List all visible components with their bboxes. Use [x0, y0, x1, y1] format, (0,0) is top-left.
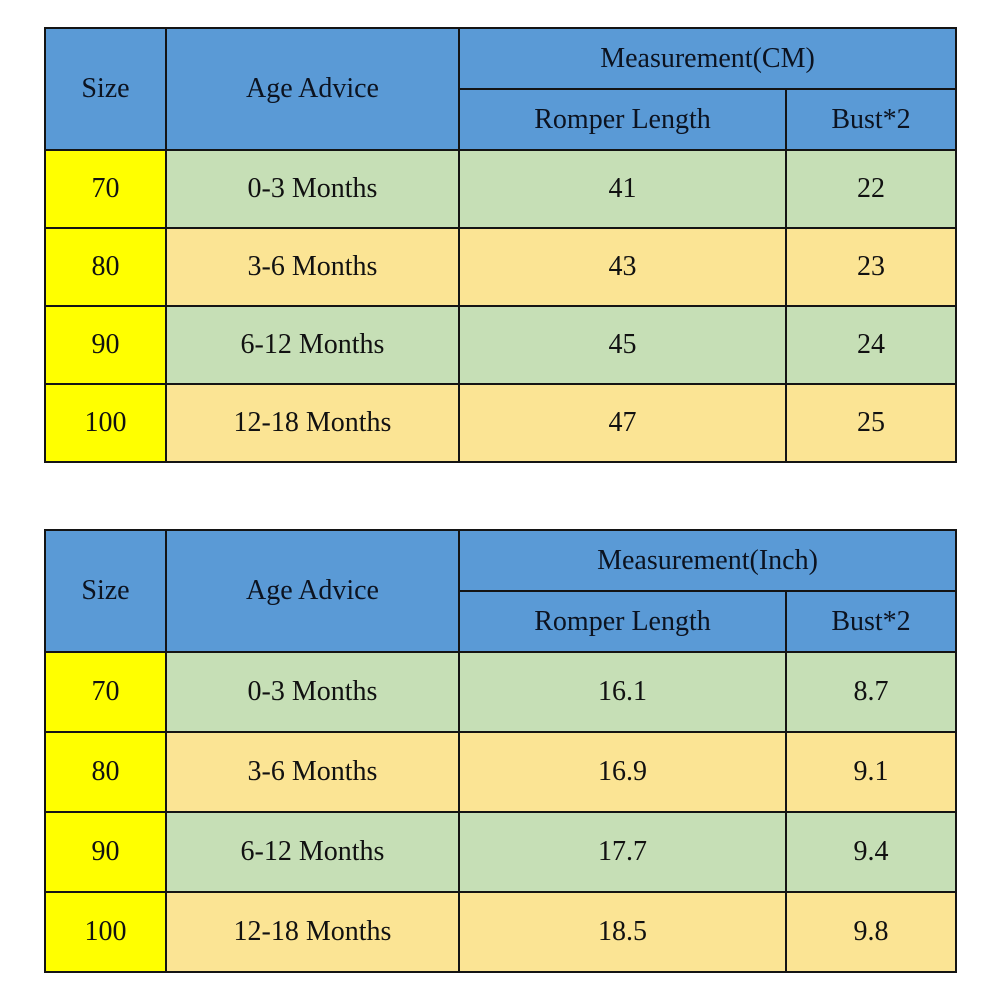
measurement-cm-header-cell: Measurement(CM)	[457, 27, 958, 90]
romper-length-cell: 41	[458, 149, 787, 229]
measurement-inch-header-cell: Measurement(Inch)	[457, 529, 958, 592]
age-cell: 0-3 Months	[165, 651, 460, 733]
romper-length-cell: 16.9	[458, 731, 787, 813]
bust-cell: 9.1	[784, 731, 958, 813]
bust-cell: 25	[784, 383, 958, 463]
bust-cell: 8.7	[784, 651, 958, 733]
table-row: 80 3-6 Months 16.9 9.1	[44, 731, 958, 813]
table-row: 90 6-12 Months 45 24	[44, 305, 958, 385]
size-chart-cm-table: Size Age Advice Measurement(CM) Romper L…	[44, 27, 958, 463]
age-cell: 3-6 Months	[165, 227, 460, 307]
header-row-sub: Romper Length Bust*2	[45, 590, 958, 653]
size-chart-inch-table: Size Age Advice Measurement(Inch) Romper…	[44, 529, 958, 973]
age-cell: 12-18 Months	[165, 383, 460, 463]
size-cell: 90	[44, 305, 167, 385]
romper-length-cell: 47	[458, 383, 787, 463]
table-row: 90 6-12 Months 17.7 9.4	[44, 811, 958, 893]
romper-length-cell: 17.7	[458, 811, 787, 893]
table-row: 80 3-6 Months 43 23	[44, 227, 958, 307]
header-row-group: Size Age Advice Measurement(CM)	[44, 27, 958, 151]
age-advice-header-cell: Age Advice	[165, 529, 460, 653]
size-cell: 80	[44, 731, 167, 813]
bust-cell: 9.4	[784, 811, 958, 893]
age-cell: 0-3 Months	[165, 149, 460, 229]
romper-length-header-cell: Romper Length	[458, 88, 787, 151]
romper-length-cell: 18.5	[458, 891, 787, 973]
size-header-cell: Size	[44, 27, 167, 151]
romper-length-cell: 45	[458, 305, 787, 385]
size-cell: 70	[44, 651, 167, 733]
table-row: 100 12-18 Months 18.5 9.8	[44, 891, 958, 973]
romper-length-cell: 16.1	[458, 651, 787, 733]
table-row: 100 12-18 Months 47 25	[44, 383, 958, 463]
size-cell: 100	[44, 383, 167, 463]
size-cell: 90	[44, 811, 167, 893]
header-row-group: Size Age Advice Measurement(Inch)	[44, 529, 958, 653]
bust-cell: 24	[784, 305, 958, 385]
bust-cell: 22	[784, 149, 958, 229]
age-cell: 6-12 Months	[165, 811, 460, 893]
romper-length-cell: 43	[458, 227, 787, 307]
header-row-sub: Romper Length Bust*2	[45, 88, 958, 151]
table-row: 70 0-3 Months 41 22	[44, 149, 958, 229]
age-advice-header-cell: Age Advice	[165, 27, 460, 151]
age-cell: 3-6 Months	[165, 731, 460, 813]
size-cell: 100	[44, 891, 167, 973]
age-cell: 6-12 Months	[165, 305, 460, 385]
bust-header-cell: Bust*2	[784, 590, 958, 653]
size-header-cell: Size	[44, 529, 167, 653]
size-cell: 70	[44, 149, 167, 229]
table-spacer	[44, 463, 1000, 529]
bust-header-cell: Bust*2	[784, 88, 958, 151]
table-row: 70 0-3 Months 16.1 8.7	[44, 651, 958, 733]
age-cell: 12-18 Months	[165, 891, 460, 973]
bust-cell: 9.8	[784, 891, 958, 973]
size-cell: 80	[44, 227, 167, 307]
bust-cell: 23	[784, 227, 958, 307]
romper-length-header-cell: Romper Length	[458, 590, 787, 653]
